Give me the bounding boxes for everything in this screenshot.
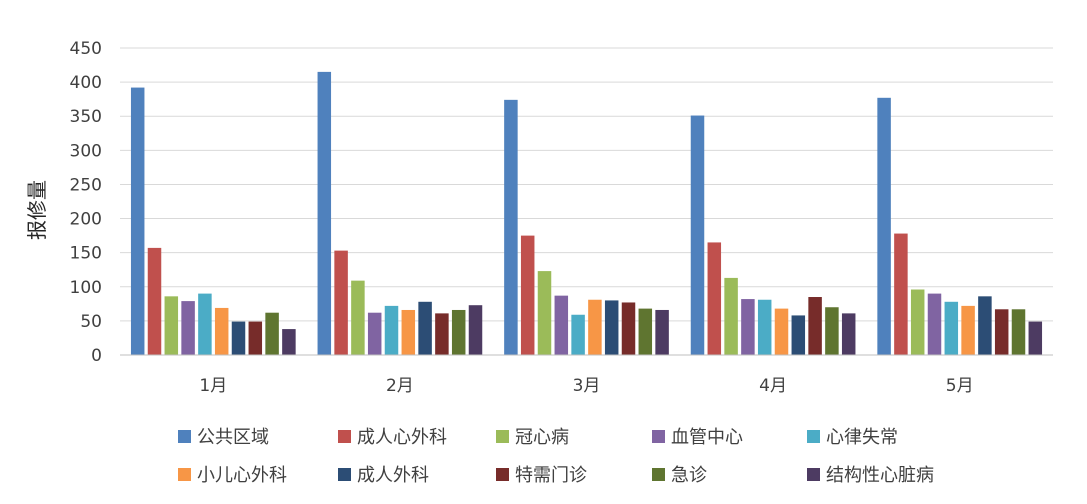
legend-swatch [807, 430, 820, 443]
bar [317, 71, 332, 355]
legend-item-label: 特需门诊 [515, 465, 587, 486]
y-tick-label: 100 [70, 278, 102, 298]
bar [978, 296, 992, 355]
legend-item-label: 心律失常 [826, 427, 898, 448]
y-axis-label: 报修量 [25, 180, 49, 240]
x-tick-label: 1月 [199, 376, 227, 396]
legend-item-label: 血管中心 [671, 427, 743, 448]
bar [825, 307, 839, 355]
legend-swatch [496, 468, 509, 481]
bar [961, 305, 975, 355]
y-tick-label: 400 [70, 73, 102, 93]
bar [554, 295, 569, 355]
bar [741, 299, 755, 355]
bar [231, 321, 246, 355]
bar [537, 271, 552, 355]
legend-swatch [807, 468, 820, 481]
legend-swatch [178, 468, 191, 481]
bar [571, 314, 585, 355]
bar [757, 299, 772, 355]
legend-swatch [338, 430, 351, 443]
legend-item-label: 结构性心脏病 [826, 465, 934, 486]
legend-item-label: 小儿心外科 [197, 465, 287, 486]
bar [451, 309, 466, 355]
bar [808, 297, 822, 355]
bar [164, 296, 179, 355]
bar [147, 247, 162, 355]
bar [214, 307, 229, 355]
y-tick-label: 200 [70, 210, 102, 230]
bar [944, 301, 959, 355]
bar [435, 313, 449, 355]
bar [181, 301, 195, 355]
legend-swatch [652, 468, 665, 481]
y-tick-label: 150 [70, 244, 102, 264]
x-tick-label: 2月 [386, 376, 414, 396]
bar [334, 250, 348, 355]
legend-swatch [338, 468, 351, 481]
bar [588, 299, 602, 355]
bar [401, 309, 416, 355]
bar [604, 300, 619, 355]
legend-swatch [496, 430, 509, 443]
legend-item-label: 急诊 [671, 465, 707, 486]
bar [198, 293, 212, 355]
bars [130, 71, 1043, 356]
x-tick-label: 4月 [759, 376, 787, 396]
bar [994, 309, 1009, 355]
bar [418, 301, 432, 355]
bar [520, 235, 535, 355]
bar [265, 312, 279, 355]
bar [638, 308, 653, 355]
bar [367, 312, 382, 355]
bar [774, 308, 789, 355]
x-tick-label: 3月 [573, 376, 601, 396]
y-tick-label: 0 [91, 346, 102, 366]
y-tick-label: 300 [70, 141, 102, 161]
bar [877, 97, 891, 356]
bar [1028, 321, 1043, 355]
legend-swatch [178, 430, 191, 443]
bar [791, 315, 806, 355]
axes: 0 50 100 150 200 250 300 350 400 450 1月 2月 3月 4月 5月 [70, 39, 1053, 396]
bar [1011, 309, 1026, 355]
legend-item-label: 冠心病 [515, 427, 569, 448]
legend-item-label: 成人外科 [357, 465, 429, 486]
y-tick-label: 250 [70, 175, 102, 195]
legend-item-label: 公共区域 [197, 427, 269, 448]
bar [351, 280, 365, 355]
gridlines [120, 47, 1053, 322]
y-tick-label: 450 [70, 39, 102, 59]
bar [707, 242, 722, 355]
bar [927, 293, 942, 355]
legend-swatch [652, 430, 665, 443]
bar [130, 87, 145, 355]
bar [724, 277, 738, 355]
bar [384, 305, 399, 355]
bar [894, 233, 908, 355]
x-tick-label: 5月 [946, 376, 974, 396]
legend-item-label: 成人心外科 [357, 427, 447, 448]
bar [468, 305, 483, 355]
bar [504, 99, 518, 355]
bar [655, 309, 669, 355]
bar [621, 302, 636, 355]
y-tick-label: 50 [80, 312, 102, 332]
bar [841, 313, 856, 355]
bar [282, 329, 296, 355]
bar [910, 289, 925, 355]
bar [248, 321, 263, 355]
bar [690, 115, 705, 355]
y-tick-label: 350 [70, 107, 102, 127]
